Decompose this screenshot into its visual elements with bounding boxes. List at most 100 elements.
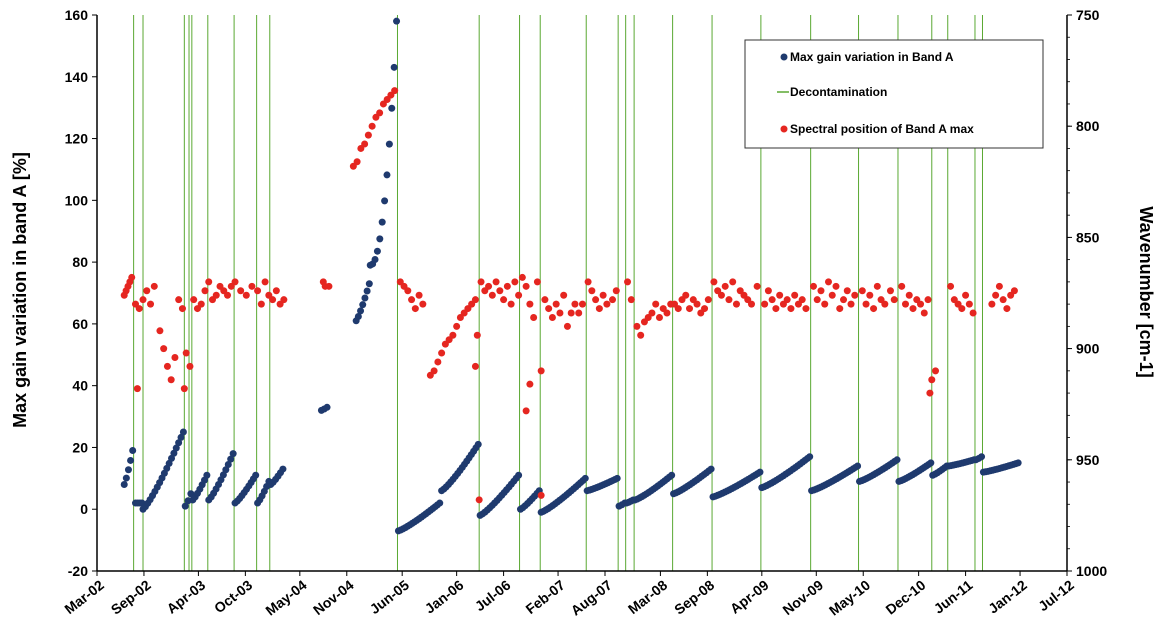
spectral-point [201, 287, 209, 295]
spectral-point [518, 273, 526, 281]
gain-point [175, 439, 183, 447]
spectral-point [836, 305, 844, 313]
spectral-point [787, 305, 795, 313]
spectral-point [237, 287, 245, 295]
spectral-point [627, 296, 635, 304]
spectral-point [595, 305, 603, 313]
x-tick-label: Oct-03 [211, 577, 255, 617]
spectral-point [212, 291, 220, 299]
spectral-point [999, 296, 1007, 304]
gain-point [385, 140, 393, 148]
spectral-point [753, 282, 761, 290]
x-tick-label: Jan-12 [985, 577, 1030, 617]
spectral-point [419, 300, 427, 308]
gain-point [170, 449, 178, 457]
spectral-point [584, 278, 592, 286]
gain-point [978, 453, 986, 461]
gain-point [229, 450, 237, 458]
spectral-point [843, 287, 851, 295]
legend-label-spectral: Spectral position of Band A max [790, 122, 974, 136]
spectral-point [624, 278, 632, 286]
spectral-point [1003, 305, 1011, 313]
spectral-point [503, 282, 511, 290]
spectral-point [909, 305, 917, 313]
x-tick-label: Mar-02 [61, 577, 107, 618]
spectral-point [190, 296, 198, 304]
gain-point [927, 459, 935, 467]
spectral-point [537, 491, 545, 499]
spectral-point [988, 300, 996, 308]
spectral-point [710, 278, 718, 286]
spectral-point [430, 367, 438, 375]
x-tick-label: Jun-11 [931, 577, 976, 617]
spectral-point [851, 291, 859, 299]
spectral-point [364, 131, 372, 139]
spectral-point [637, 331, 645, 339]
gain-point [363, 287, 371, 295]
spectral-point [932, 367, 940, 375]
y-tick-label: 160 [65, 7, 89, 23]
y-tick-label: 120 [65, 131, 89, 147]
legend-label-gain: Max gain variation in Band A [790, 50, 954, 64]
gain-point [390, 63, 398, 71]
spectral-point [928, 376, 936, 384]
y-tick-label: 80 [72, 254, 88, 270]
y-tick-label: 60 [72, 316, 88, 332]
spectral-point [556, 309, 564, 317]
spectral-point [156, 327, 164, 335]
spectral-point [254, 287, 262, 295]
spectral-point [411, 305, 419, 313]
spectral-point [832, 282, 840, 290]
spectral-point [588, 287, 596, 295]
y2-axis-label: Wavenumber [cm-1] [1136, 206, 1156, 377]
x-tick-label: Nov-09 [779, 577, 826, 618]
spectral-point [353, 158, 361, 166]
gain-point [129, 447, 137, 455]
gain-point [172, 444, 180, 452]
x-tick-label: Dec-10 [882, 577, 928, 618]
spectral-point [898, 282, 906, 290]
y-tick-label: 20 [72, 439, 88, 455]
spectral-point [578, 300, 586, 308]
spectral-point [686, 305, 694, 313]
gain-point [1014, 459, 1022, 467]
gain-point [613, 474, 621, 482]
spectral-point [674, 305, 682, 313]
gain-point [357, 307, 365, 315]
x-tick-label: Jan-06 [422, 577, 467, 617]
spectral-point [693, 300, 701, 308]
spectral-point [477, 278, 485, 286]
spectral-point [361, 140, 369, 148]
spectral-point [633, 322, 641, 330]
spectral-point [434, 358, 442, 366]
gain-point [388, 104, 396, 112]
gain-point [707, 465, 715, 473]
spectral-point [655, 313, 663, 321]
x-tick-label: Jul-06 [472, 577, 514, 615]
spectral-point [947, 282, 955, 290]
gain-point [177, 433, 185, 441]
spectral-point [704, 296, 712, 304]
y-tick-label: 40 [72, 378, 88, 394]
spectral-point [471, 362, 479, 370]
spectral-point [612, 287, 620, 295]
x-tick-label: Nov-04 [310, 577, 357, 618]
y-tick-label: 100 [65, 192, 89, 208]
spectral-point [453, 322, 461, 330]
x-tick-label: Jun-05 [367, 577, 413, 618]
spectral-point [163, 362, 171, 370]
spectral-point [511, 278, 519, 286]
spectral-point [663, 309, 671, 317]
y2-tick-label: 850 [1076, 229, 1100, 245]
gain-point [365, 280, 373, 288]
x-tick-label: Aug-07 [568, 577, 615, 619]
y2-tick-label: 900 [1076, 341, 1100, 357]
spectral-point [530, 313, 538, 321]
gain-point [203, 471, 211, 479]
axes [92, 14, 1072, 576]
y-tick-label: 140 [65, 69, 89, 85]
spectral-point [886, 287, 894, 295]
spectral-point [147, 300, 155, 308]
spectral-point [376, 109, 384, 117]
